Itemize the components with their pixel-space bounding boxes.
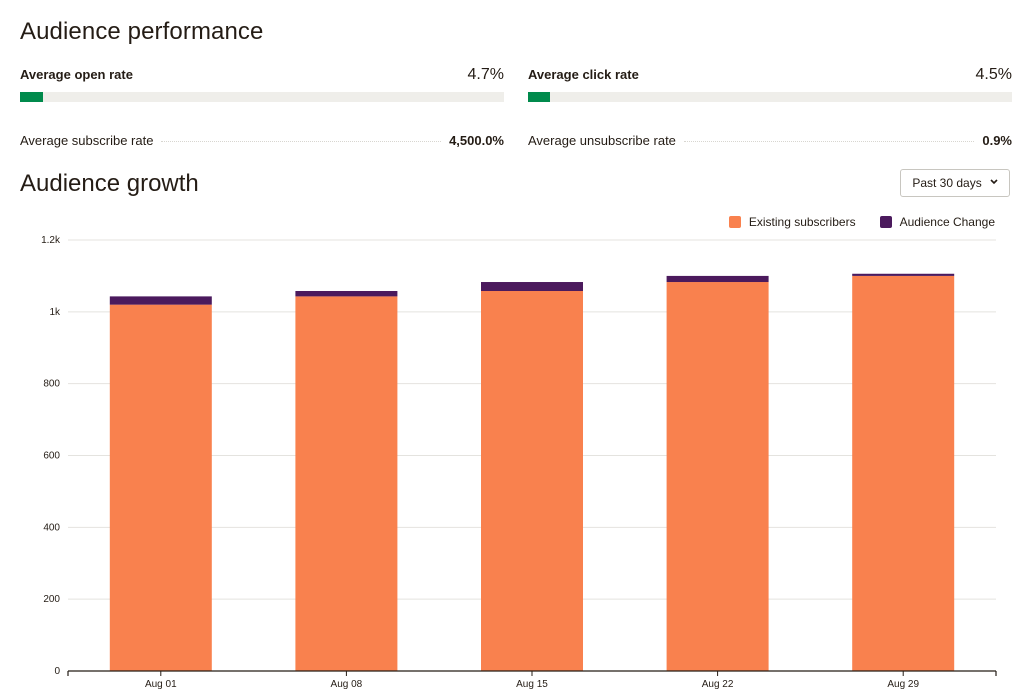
unsubscribe-rate-label: Average unsubscribe rate bbox=[528, 133, 676, 148]
chevron-down-icon bbox=[990, 177, 998, 188]
subscribe-rate-value: 4,500.0% bbox=[449, 133, 504, 148]
bar-audience-change bbox=[295, 291, 398, 297]
x-tick-label: Aug 01 bbox=[145, 679, 177, 690]
legend-swatch-existing bbox=[728, 216, 741, 228]
unsubscribe-rate-row: Average unsubscribe rate 0.9% bbox=[528, 133, 1012, 148]
unsubscribe-rate-value: 0.9% bbox=[982, 133, 1012, 148]
legend-item-existing: Existing subscribers bbox=[728, 215, 856, 229]
y-tick-label: 400 bbox=[43, 522, 60, 533]
bar-existing-subscribers bbox=[666, 282, 769, 671]
page-title: Audience performance bbox=[20, 18, 264, 45]
dotted-leader bbox=[161, 141, 442, 142]
period-dropdown-label: Past 30 days bbox=[912, 176, 982, 190]
open-rate-label: Average open rate bbox=[20, 67, 133, 82]
bar-existing-subscribers bbox=[295, 296, 398, 671]
x-tick-label: Aug 22 bbox=[702, 679, 734, 690]
bar-existing-subscribers bbox=[481, 291, 583, 671]
subscribe-rate-label: Average subscribe rate bbox=[20, 133, 154, 148]
bar-audience-change bbox=[666, 275, 769, 283]
dotted-leader bbox=[683, 141, 975, 142]
click-rate-label: Average click rate bbox=[528, 67, 639, 82]
legend-label-existing: Existing subscribers bbox=[748, 215, 856, 229]
legend-item-change: Audience Change bbox=[879, 215, 995, 229]
chart-legend: Existing subscribers Audience Change bbox=[728, 215, 995, 229]
bar-existing-subscribers bbox=[852, 275, 955, 671]
bar-audience-change bbox=[109, 296, 212, 305]
period-dropdown[interactable]: Past 30 days bbox=[900, 169, 1010, 197]
bar-existing-subscribers bbox=[109, 304, 212, 671]
click-rate-value: 4.5% bbox=[975, 66, 1012, 83]
open-rate-metric: Average open rate 4.7% bbox=[20, 66, 504, 102]
bar-audience-change bbox=[481, 282, 583, 292]
audience-growth-chart: 0 200 400 600 800 1k 1.2k Aug 01 Aug 08 Aug 15 Aug… bbox=[41, 235, 997, 690]
click-rate-metric: Average click rate 4.5% bbox=[528, 66, 1012, 102]
open-rate-progress-track bbox=[20, 92, 504, 102]
x-tick-label: Aug 29 bbox=[887, 679, 919, 690]
click-rate-progress-fill bbox=[528, 92, 550, 102]
x-tick-label: Aug 08 bbox=[331, 679, 363, 690]
open-rate-progress-fill bbox=[20, 92, 43, 102]
subscribe-rate-row: Average subscribe rate 4,500.0% bbox=[20, 133, 504, 148]
legend-label-change: Audience Change bbox=[899, 215, 995, 229]
y-tick-label: 0 bbox=[54, 666, 60, 677]
y-tick-label: 600 bbox=[43, 451, 60, 462]
y-tick-label: 200 bbox=[43, 594, 60, 605]
open-rate-value: 4.7% bbox=[467, 66, 504, 83]
section-title-audience-growth: Audience growth bbox=[20, 170, 199, 197]
y-tick-label: 800 bbox=[43, 379, 60, 390]
y-tick-label: 1k bbox=[49, 307, 61, 318]
click-rate-progress-track bbox=[528, 92, 1012, 102]
bar-audience-change bbox=[852, 273, 955, 276]
x-tick-label: Aug 15 bbox=[516, 679, 548, 690]
legend-swatch-change bbox=[879, 216, 892, 228]
y-tick-label: 1.2k bbox=[41, 235, 61, 246]
